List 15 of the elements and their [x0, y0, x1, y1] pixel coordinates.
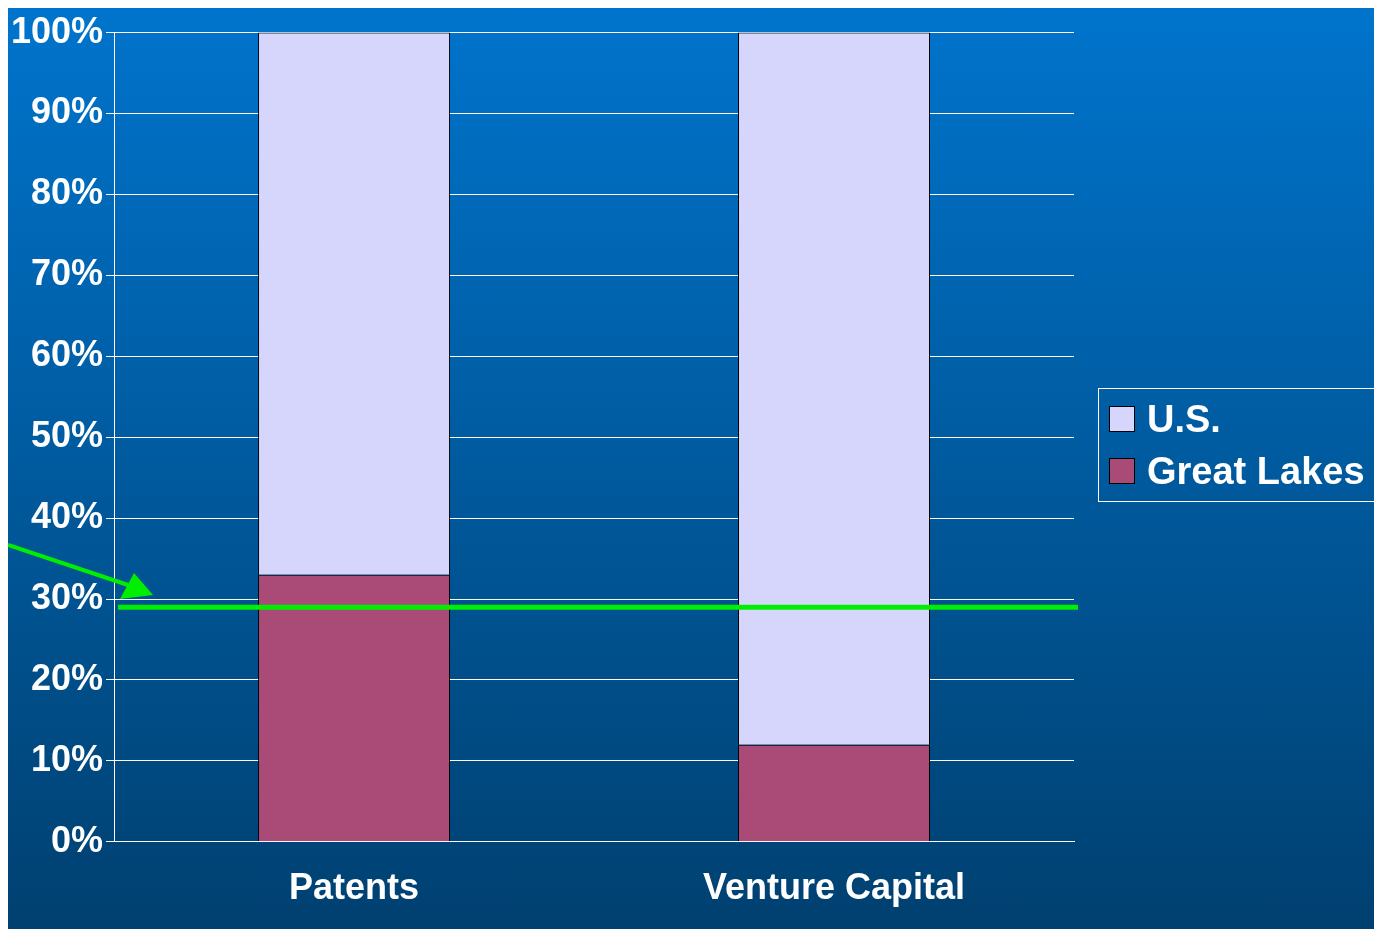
- x-tick-label: Venture Capital: [702, 866, 966, 908]
- y-tick-label: 20%: [31, 656, 104, 698]
- y-tick-label: 0%: [51, 818, 104, 860]
- y-tick-label: 80%: [31, 171, 104, 213]
- y-tick-label: 60%: [31, 333, 104, 375]
- y-tick-label: 90%: [31, 90, 104, 132]
- y-tick-label: 70%: [31, 252, 104, 294]
- y-tick-label: 10%: [31, 737, 104, 779]
- y-tick-label: 50%: [31, 414, 104, 456]
- x-tick-label: Patents: [289, 866, 420, 908]
- legend-label: Great Lakes: [1147, 449, 1365, 494]
- y-tick-label: 30%: [31, 575, 104, 617]
- y-tick-label: 40%: [31, 495, 104, 537]
- text: U.S.: [1147, 397, 1221, 442]
- y-tick-label: 100%: [11, 9, 104, 51]
